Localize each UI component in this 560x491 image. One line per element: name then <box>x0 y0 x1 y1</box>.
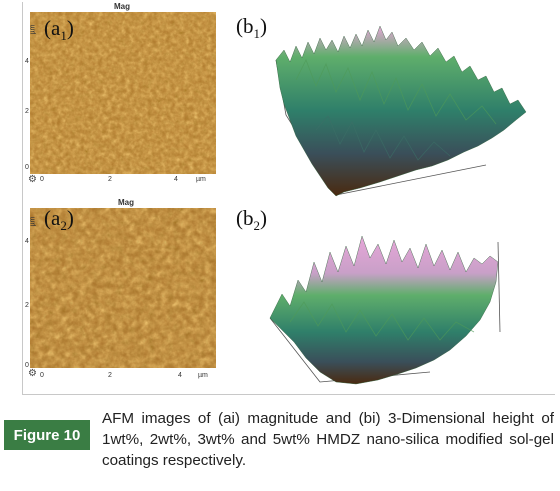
a2-x-tick-2: 2 <box>108 372 112 379</box>
afm-texture-a1 <box>30 12 216 174</box>
a1-x-unit: µm <box>196 176 206 183</box>
a1-y-tick-0: 0 <box>25 164 29 171</box>
label-a2-suffix: ) <box>66 206 74 230</box>
b2-axis-vertical <box>497 241 501 333</box>
3d-height-plot-b2 <box>260 222 550 392</box>
label-b1-text: (b <box>236 14 254 38</box>
a2-y-tick-4: 4 <box>25 238 29 245</box>
panel-label-b1: (b1) <box>236 14 267 42</box>
b1-axis-right <box>335 164 487 196</box>
a1-x-tick-2: 2 <box>108 176 112 183</box>
a1-y-tick-4: 4 <box>25 58 29 65</box>
b2-surface <box>269 235 499 385</box>
a2-y-tick-2: 2 <box>25 302 29 309</box>
figure-caption: AFM images of (ai) magnitude and (bi) 3-… <box>102 410 554 469</box>
label-a2-sub: 2 <box>60 218 67 234</box>
panel-label-a2: (a2) <box>44 206 74 234</box>
panel-a1-title: Mag <box>114 2 130 11</box>
a1-y-unit: µm <box>29 24 37 35</box>
label-b1-sub: 1 <box>253 26 261 42</box>
label-a2-text: (a <box>44 206 61 230</box>
panel-label-b2: (b2) <box>236 206 267 234</box>
afm-magnitude-image-a2 <box>30 208 216 368</box>
a1-x-tick-0: 0 <box>40 176 44 183</box>
a2-x-tick-4: 4 <box>178 372 182 379</box>
afm-magnitude-image-a1 <box>30 12 216 174</box>
a2-x-tick-0: 0 <box>40 372 44 379</box>
label-b2-sub: 2 <box>253 218 261 234</box>
label-b1-suffix: ) <box>260 14 267 38</box>
3d-height-plot-b1 <box>256 20 546 200</box>
afm-texture-a2 <box>30 208 216 368</box>
b1-surface <box>275 25 527 197</box>
label-b2-text: (b <box>236 206 254 230</box>
surface-b2 <box>269 235 501 385</box>
a2-x-unit: µm <box>198 372 208 379</box>
figure-number-badge: Figure 10 <box>4 420 90 450</box>
gear-icon: ⚙ <box>28 368 37 379</box>
a2-y-unit: µm <box>29 216 37 227</box>
a1-y-tick-2: 2 <box>25 108 29 115</box>
a2-y-tick-0: 0 <box>25 362 29 369</box>
surface-b1 <box>275 25 527 197</box>
gear-icon: ⚙ <box>28 174 37 185</box>
label-b2-suffix: ) <box>260 206 267 230</box>
a1-x-tick-4: 4 <box>174 176 178 183</box>
label-a1-suffix: ) <box>66 16 74 40</box>
label-a1-text: (a <box>44 16 61 40</box>
figure-frame <box>22 2 555 395</box>
panel-a2-title: Mag <box>118 198 134 207</box>
label-a1-sub: 1 <box>60 28 67 44</box>
panel-label-a1: (a1) <box>44 16 74 44</box>
